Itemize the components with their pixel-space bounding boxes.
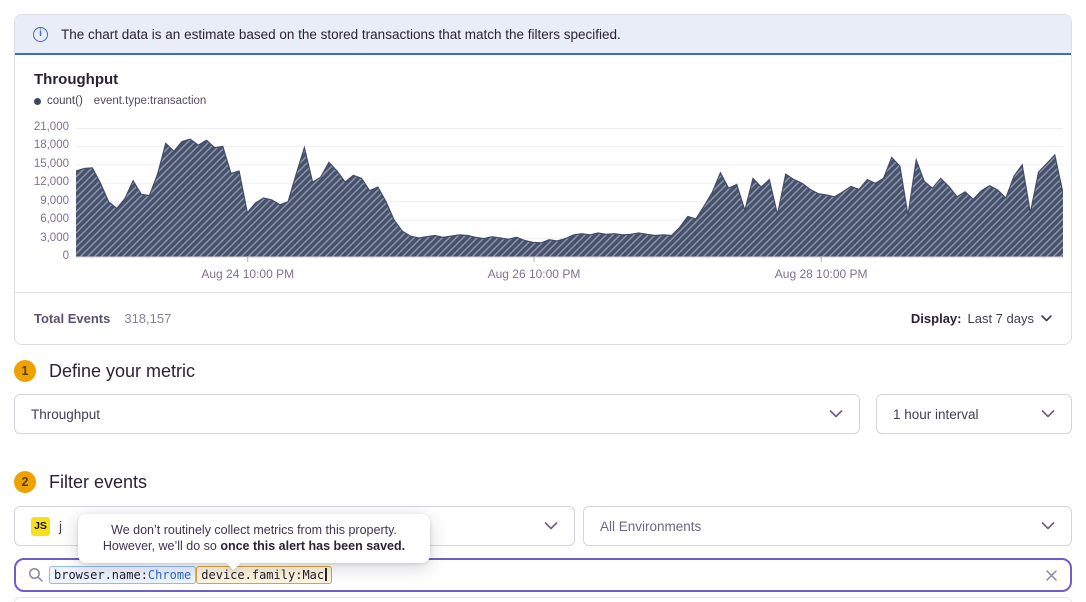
search-filter-token[interactable]: browser.name:Chrome <box>49 566 197 584</box>
total-events-value: 318,157 <box>124 311 172 326</box>
info-icon: i <box>33 26 48 42</box>
text-cursor <box>325 568 327 581</box>
step1-number-badge: 1 <box>14 360 36 382</box>
chevron-down-icon <box>544 522 558 530</box>
metrics-tooltip: We don’t routinely collect metrics from … <box>78 514 430 571</box>
total-events-label: Total Events <box>34 311 111 326</box>
y-axis-label: 6,000 <box>40 213 69 226</box>
step2-heading: 2 Filter events <box>14 471 147 493</box>
banner-text: The chart data is an estimate based on t… <box>61 26 621 42</box>
y-axis-label: 21,000 <box>33 121 69 133</box>
chart-panel: i The chart data is an estimate based on… <box>14 14 1072 345</box>
environment-select[interactable]: All Environments <box>583 506 1072 546</box>
search-icon <box>29 568 43 582</box>
close-icon <box>1046 569 1057 581</box>
display-range-dropdown[interactable]: Display: Last 7 days <box>911 311 1052 326</box>
metric-select[interactable]: Throughput <box>14 394 860 434</box>
series-dot-icon <box>34 97 41 105</box>
tooltip-line1: We don’t routinely collect metrics from … <box>111 523 397 537</box>
step1-title: Define your metric <box>49 360 196 381</box>
display-value: Last 7 days <box>967 311 1035 326</box>
step2-title: Filter events <box>49 471 148 492</box>
legend-filter-label: event.type:transaction <box>93 95 207 107</box>
project-select-value: j <box>59 518 62 534</box>
info-banner: i The chart data is an estimate based on… <box>15 15 1071 55</box>
chart-footer: Total Events 318,157 Display: Last 7 days <box>15 292 1071 344</box>
environment-select-value: All Environments <box>600 518 702 534</box>
clear-search-button[interactable] <box>1045 569 1058 582</box>
chevron-down-icon <box>1041 522 1055 530</box>
chart-title: Throughput <box>34 71 119 88</box>
chevron-down-icon <box>1041 410 1055 418</box>
y-axis-label: 15,000 <box>33 157 69 170</box>
filter-search-input[interactable]: browser.name:Chrome device.family:Mac <box>14 558 1072 592</box>
interval-select-value: 1 hour interval <box>893 406 979 422</box>
tooltip-line2: However, we’ll do so once this alert has… <box>102 539 406 553</box>
chevron-down-icon <box>1041 315 1052 322</box>
search-token-list: browser.name:Chrome device.family:Mac <box>49 566 332 584</box>
legend-series-label: count() <box>47 95 83 107</box>
display-label: Display: <box>910 311 962 326</box>
step2-number-badge: 2 <box>14 471 36 493</box>
x-axis-label: Aug 28 10:00 PM <box>774 267 868 281</box>
chart-legend: count() event.type:transaction <box>34 95 206 107</box>
chevron-down-icon <box>829 410 843 418</box>
next-panel-edge <box>14 597 1072 602</box>
interval-select[interactable]: 1 hour interval <box>876 394 1072 434</box>
y-axis-label: 9,000 <box>40 194 69 207</box>
y-axis-label: 0 <box>62 250 69 262</box>
search-filter-token[interactable]: device.family:Mac <box>196 566 332 584</box>
y-axis-label: 18,000 <box>33 139 69 152</box>
y-axis-label: 3,000 <box>40 231 69 244</box>
y-axis-label: 12,000 <box>33 176 69 189</box>
metric-select-value: Throughput <box>31 406 101 422</box>
x-axis-label: Aug 24 10:00 PM <box>201 267 295 281</box>
throughput-area-chart <box>76 128 1063 262</box>
x-axis-label: Aug 26 10:00 PM <box>487 267 581 281</box>
javascript-platform-icon: JS <box>31 516 50 536</box>
total-events: Total Events 318,157 <box>34 311 171 326</box>
step1-heading: 1 Define your metric <box>14 360 195 382</box>
